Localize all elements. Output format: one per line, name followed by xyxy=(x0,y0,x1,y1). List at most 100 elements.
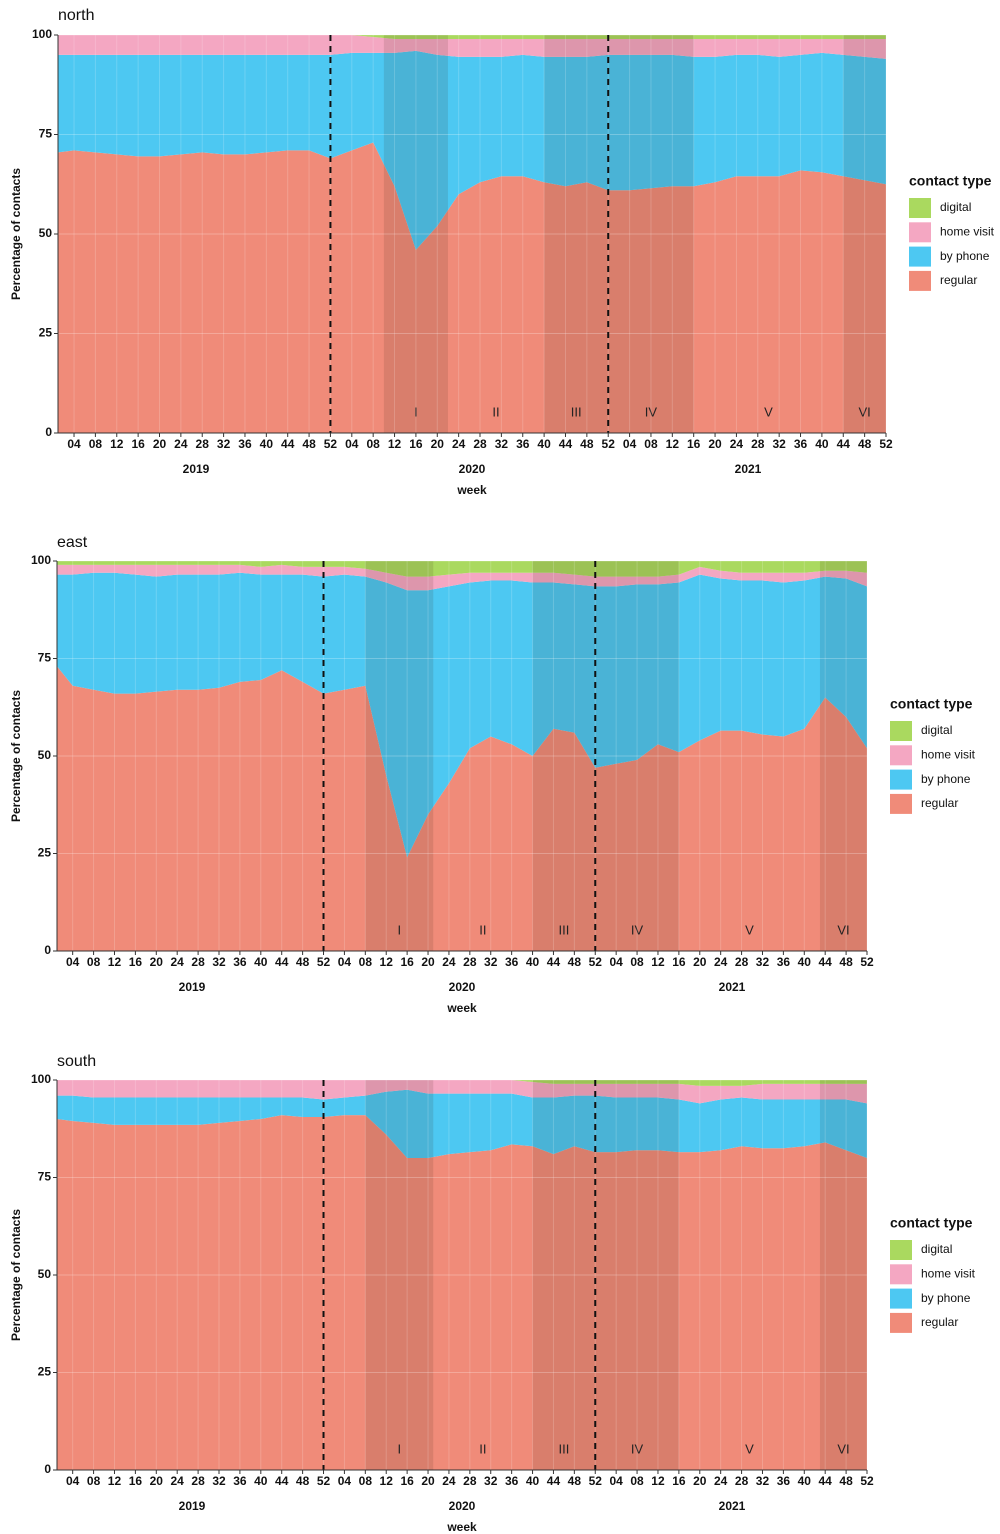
x-tick-label: 32 xyxy=(484,1474,498,1488)
x-tick-label: 20 xyxy=(693,1474,707,1488)
x-tick-label: 16 xyxy=(672,955,686,969)
x-tick-label: 20 xyxy=(708,437,722,451)
x-tick-label: 04 xyxy=(609,1474,623,1488)
x-tick-label: 32 xyxy=(756,1474,770,1488)
y-tick-label: 50 xyxy=(38,748,52,762)
chart-title: north xyxy=(58,7,94,24)
area xyxy=(57,1115,867,1470)
x-tick-label: 36 xyxy=(505,1474,519,1488)
x-tick-label: 20 xyxy=(150,955,164,969)
phase-band xyxy=(383,35,448,433)
legend-swatch xyxy=(890,1312,912,1333)
x-tick-label: 28 xyxy=(463,955,477,969)
x-tick-label: 04 xyxy=(623,437,637,451)
x-tick-label: 24 xyxy=(442,955,456,969)
area xyxy=(57,572,867,858)
year-label: 2019 xyxy=(183,462,210,476)
phase-band xyxy=(819,561,867,951)
x-tick-label: 32 xyxy=(212,955,226,969)
x-tick-label: 52 xyxy=(860,955,874,969)
y-tick-label: 100 xyxy=(32,27,52,41)
phase-band xyxy=(595,561,679,951)
x-tick-label: 08 xyxy=(630,955,644,969)
x-tick-label: 16 xyxy=(129,955,143,969)
x-tick-label: 32 xyxy=(217,437,231,451)
legend-label: regular xyxy=(921,796,958,810)
x-tick-label: 44 xyxy=(275,955,289,969)
x-tick-label: 04 xyxy=(67,437,81,451)
x-axis-label: week xyxy=(446,1520,477,1534)
x-tick-label: 36 xyxy=(777,1474,791,1488)
y-tick-label: 0 xyxy=(44,1462,51,1476)
area xyxy=(58,50,886,250)
x-tick-label: 16 xyxy=(409,437,423,451)
y-tick-label: 0 xyxy=(44,943,51,957)
x-tick-label: 20 xyxy=(431,437,445,451)
x-tick-label: 32 xyxy=(772,437,786,451)
x-tick-label: 04 xyxy=(338,955,352,969)
y-tick-label: 100 xyxy=(31,553,51,567)
phase-label: I xyxy=(414,404,418,419)
legend-title: contact type xyxy=(890,696,973,712)
x-tick-label: 12 xyxy=(651,1474,665,1488)
y-tick-label: 25 xyxy=(39,326,53,340)
phase-band xyxy=(532,1080,596,1470)
x-tick-label: 24 xyxy=(714,1474,728,1488)
phase-band xyxy=(843,35,886,433)
area xyxy=(57,1080,867,1086)
x-tick-label: 24 xyxy=(452,437,466,451)
x-tick-label: 44 xyxy=(281,437,295,451)
phase-band xyxy=(365,561,434,951)
x-tick-label: 28 xyxy=(191,955,205,969)
x-tick-label: 36 xyxy=(777,955,791,969)
area xyxy=(58,35,886,59)
x-tick-label: 48 xyxy=(858,437,872,451)
legend-swatch xyxy=(890,1288,912,1309)
x-tick-label: 16 xyxy=(129,1474,143,1488)
x-tick-label: 48 xyxy=(296,955,310,969)
x-tick-label: 24 xyxy=(171,1474,185,1488)
x-tick-label: 28 xyxy=(191,1474,205,1488)
year-label: 2020 xyxy=(459,462,486,476)
legend-label: home visit xyxy=(940,224,995,238)
area xyxy=(57,1089,867,1158)
x-tick-label: 52 xyxy=(324,437,338,451)
x-axis-label: week xyxy=(446,1001,477,1015)
x-tick-label: 28 xyxy=(735,955,749,969)
phase-label: IV xyxy=(631,1441,644,1456)
x-tick-label: 08 xyxy=(630,1474,644,1488)
y-tick-label: 25 xyxy=(38,846,52,860)
y-tick-label: 75 xyxy=(39,127,53,141)
x-tick-label: 36 xyxy=(233,1474,247,1488)
legend-swatch xyxy=(890,769,912,790)
x-tick-label: 28 xyxy=(463,1474,477,1488)
legend-label: digital xyxy=(921,1242,952,1256)
x-tick-label: 28 xyxy=(751,437,765,451)
phase-label: I xyxy=(397,922,401,937)
x-tick-label: 52 xyxy=(589,955,603,969)
x-tick-label: 52 xyxy=(589,1474,603,1488)
x-tick-label: 24 xyxy=(174,437,188,451)
x-tick-label: 40 xyxy=(815,437,829,451)
x-tick-label: 08 xyxy=(644,437,658,451)
year-label: 2020 xyxy=(449,980,476,994)
legend-label: digital xyxy=(921,723,952,737)
x-tick-label: 48 xyxy=(568,1474,582,1488)
x-tick-label: 36 xyxy=(794,437,808,451)
phase-label: V xyxy=(764,404,773,419)
x-tick-label: 28 xyxy=(735,1474,749,1488)
phase-band xyxy=(608,35,694,433)
x-tick-label: 32 xyxy=(495,437,509,451)
phase-label: VI xyxy=(837,1441,849,1456)
x-tick-label: 52 xyxy=(602,437,616,451)
legend-swatch xyxy=(909,222,931,243)
x-tick-label: 12 xyxy=(380,1474,394,1488)
x-axis-label: week xyxy=(456,483,487,497)
y-tick-label: 25 xyxy=(38,1365,52,1379)
x-tick-label: 40 xyxy=(526,1474,540,1488)
x-tick-label: 12 xyxy=(651,955,665,969)
phase-label: VI xyxy=(858,404,870,419)
x-tick-label: 08 xyxy=(87,1474,101,1488)
legend-title: contact type xyxy=(890,1215,973,1231)
legend-swatch xyxy=(909,246,931,267)
